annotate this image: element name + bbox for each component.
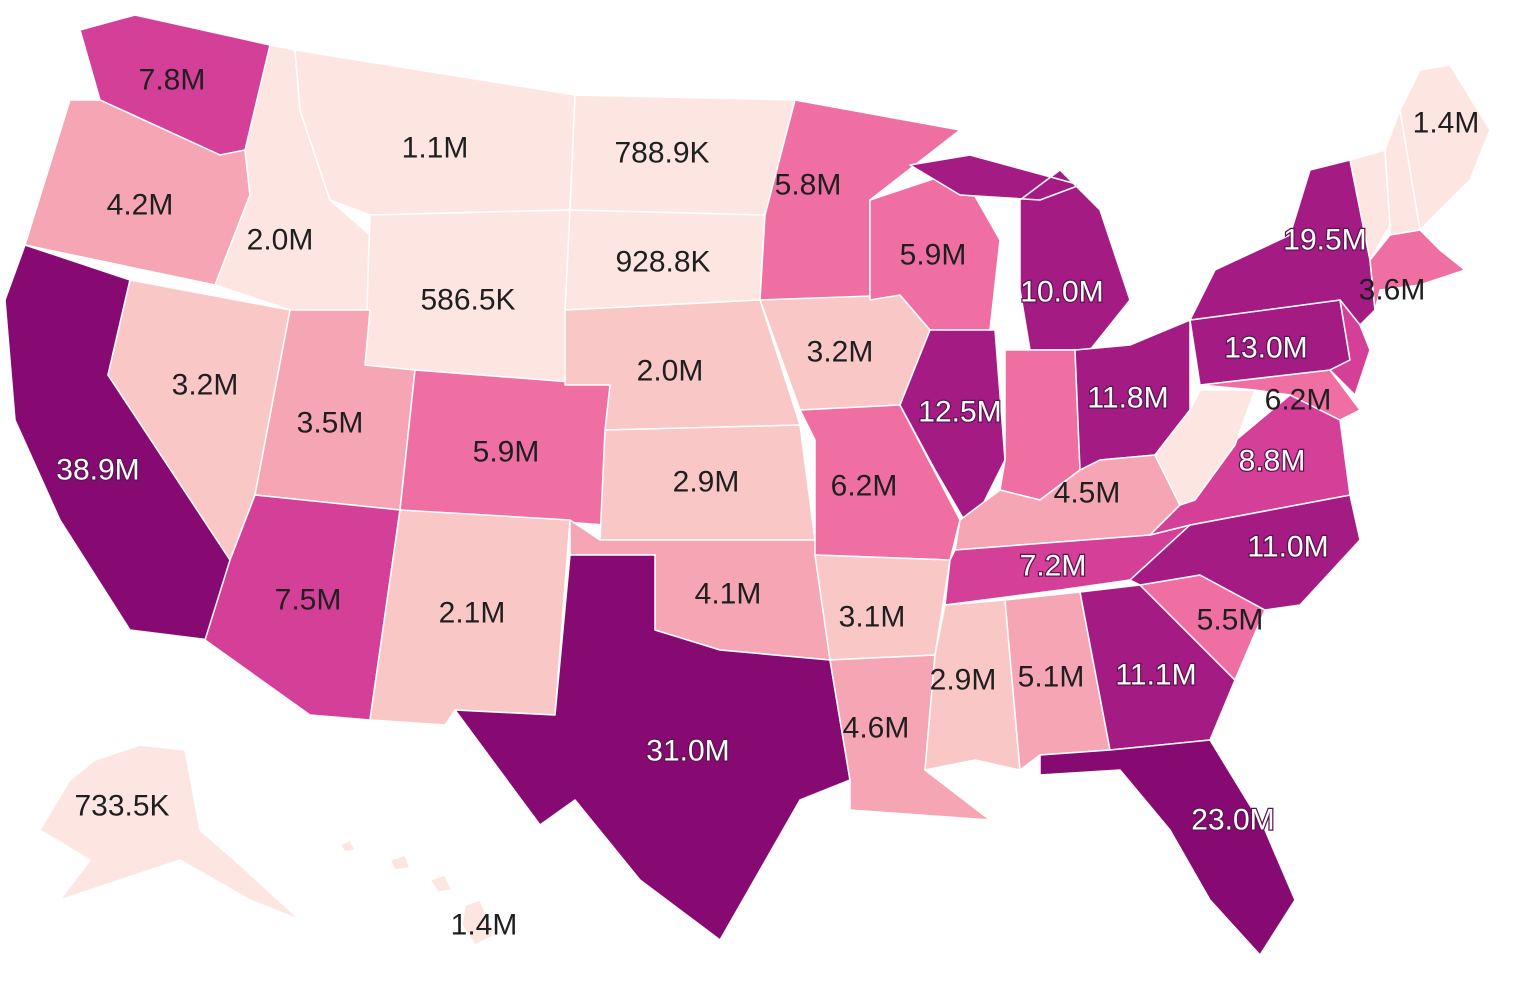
state-shapes [4,14,1491,956]
state-mi[interactable] [909,154,1131,351]
state-in[interactable] [999,349,1081,501]
state-sd[interactable] [564,209,766,311]
state-tx[interactable] [454,554,851,941]
state-ak[interactable] [39,744,301,921]
state-ks[interactable] [599,424,816,541]
state-wv[interactable] [1154,389,1256,506]
state-wy[interactable] [364,209,571,386]
state-ma[interactable] [1369,229,1466,311]
state-co[interactable] [399,369,611,526]
state-nj[interactable] [1329,299,1371,396]
state-hi[interactable] [339,839,496,946]
state-fl[interactable] [1039,739,1296,956]
state-nm[interactable] [369,509,571,726]
state-nd[interactable] [569,94,796,216]
state-mt[interactable] [294,49,576,216]
state-ga[interactable] [1079,584,1236,751]
state-ny[interactable] [1189,159,1376,326]
state-ar[interactable] [814,554,951,661]
